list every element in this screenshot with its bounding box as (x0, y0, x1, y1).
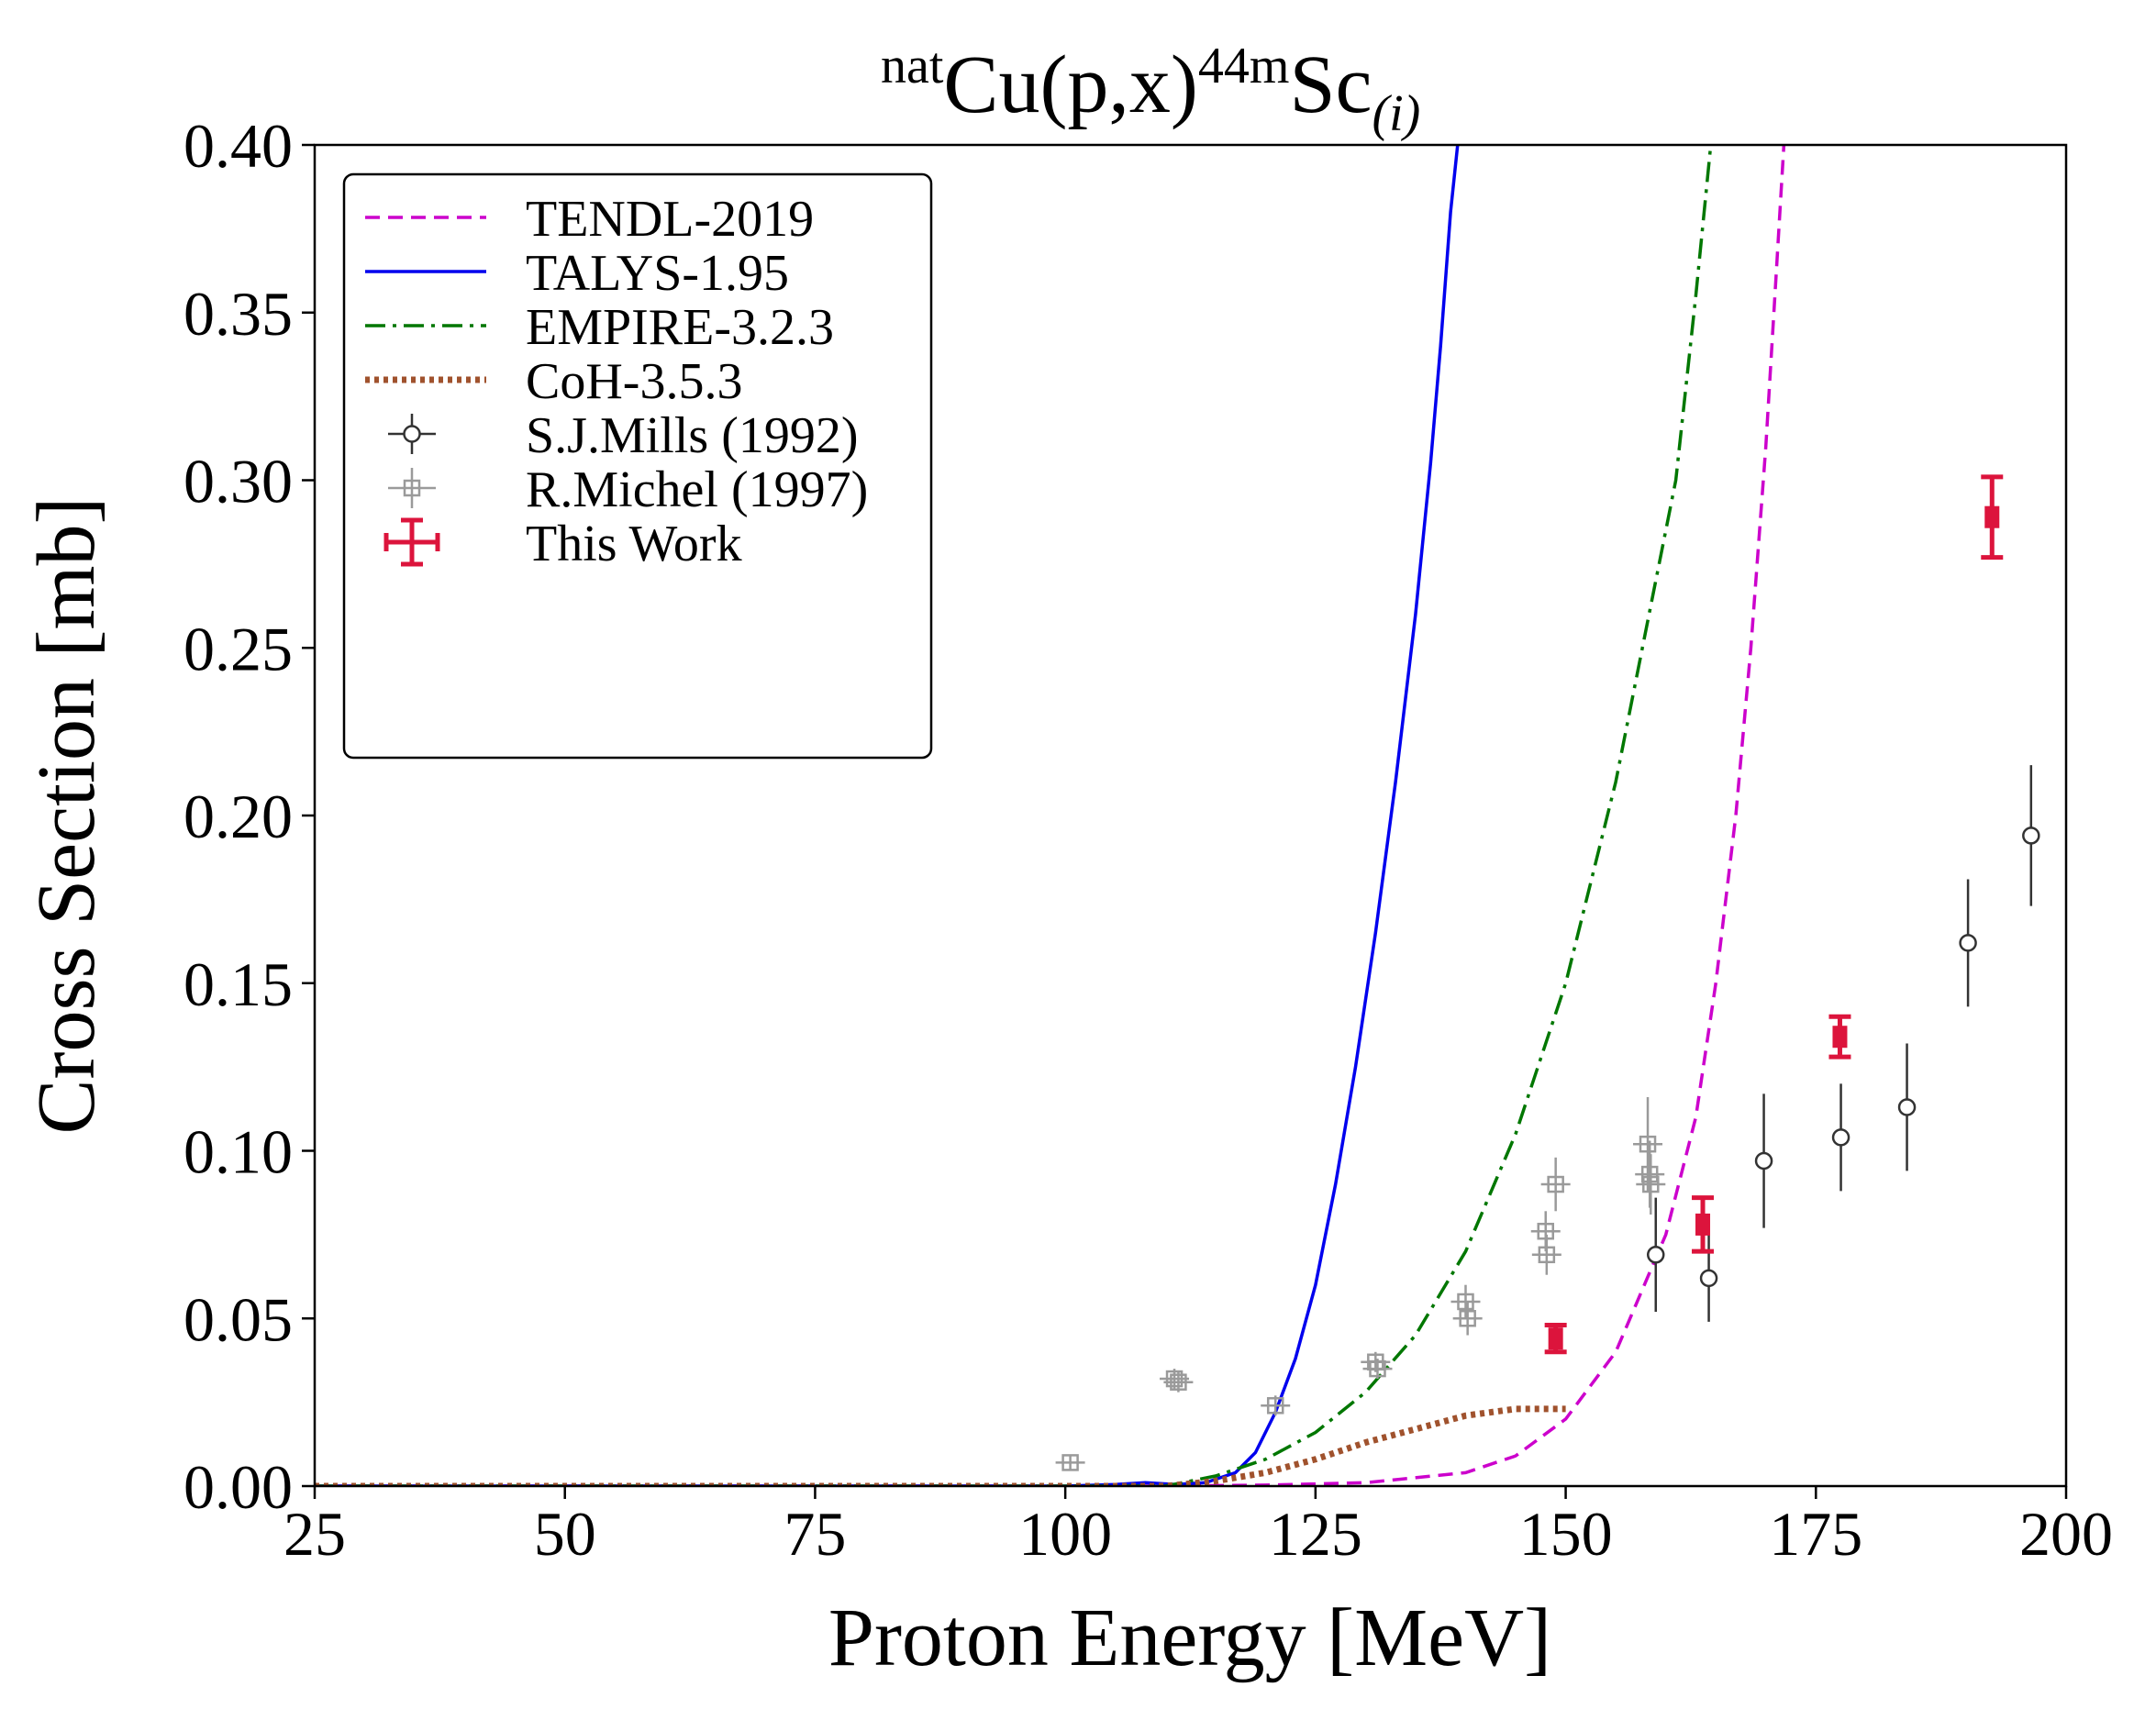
plot-content (315, 145, 2040, 1486)
data-point-r-michel-1997- (1636, 1154, 1666, 1215)
y-tick-label: 0.25 (183, 614, 293, 683)
legend-entry-tendl-2019: TENDL-2019 (365, 191, 814, 248)
marker-circle (1831, 1128, 1850, 1147)
legend-marker (403, 425, 421, 443)
y-axis-label: Cross Section [mb] (21, 497, 112, 1135)
marker-square (1639, 1135, 1657, 1153)
legend-entry-talys-1-95: TALYS-1.95 (365, 245, 789, 302)
legend-label: CoH-3.5.3 (526, 353, 742, 410)
data-point-this-work (1692, 1195, 1715, 1254)
y-tick-label: 0.40 (183, 111, 293, 181)
x-tick-label: 150 (1519, 1499, 1613, 1569)
marker-square (1061, 1454, 1079, 1471)
marker-square (1547, 1175, 1564, 1193)
marker-circle (2022, 827, 2040, 845)
legend-marker (403, 479, 421, 497)
y-tick-label: 0.10 (183, 1117, 293, 1187)
data-point-r-michel-1997- (1362, 1359, 1393, 1380)
x-tick-label: 200 (2019, 1499, 2113, 1569)
data-point-this-work (1981, 474, 2004, 560)
marker-square (1266, 1397, 1284, 1415)
x-axis-label: Proton Energy [MeV] (828, 1592, 1551, 1683)
legend-entry-r-michel-1997-: R.Michel (1997) (388, 461, 868, 518)
marker-square (1538, 1246, 1556, 1264)
chart-title: natCu(p,x)44mSc(i) (881, 38, 1420, 142)
data-point-s-j-mills-1992- (2022, 765, 2040, 906)
data-point-r-michel-1997- (1261, 1395, 1291, 1416)
data-point-s-j-mills-1992- (1646, 1197, 1665, 1312)
legend-entry-s-j-mills-1992-: S.J.Mills (1992) (388, 407, 859, 464)
y-tick-label: 0.20 (183, 782, 293, 851)
marker-circle (1897, 1098, 1917, 1116)
title-element: Sc (1289, 39, 1372, 130)
legend: TENDL-2019TALYS-1.95EMPIRE-3.2.3CoH-3.5.… (342, 172, 933, 760)
title-main: Cu(p,x) (943, 39, 1197, 130)
series-line-tendl-2019 (315, 145, 1786, 1486)
marker-square (1369, 1359, 1386, 1378)
legend-label: This Work (526, 516, 742, 572)
data-point-r-michel-1997- (1450, 1284, 1481, 1319)
legend-entry-coh-3-5-3: CoH-3.5.3 (365, 353, 742, 410)
series-line-coh-3-5-3 (315, 1405, 1566, 1486)
data-point-r-michel-1997- (1055, 1454, 1085, 1471)
x-tick-label: 25 (283, 1499, 346, 1569)
marker-circle (1699, 1269, 1718, 1288)
y-tick-label: 0.15 (183, 949, 293, 1019)
marker-square (1695, 1213, 1711, 1236)
data-point-r-michel-1997- (1531, 1234, 1561, 1275)
y-tick-label: 0.05 (183, 1284, 293, 1354)
data-point-r-michel-1997- (1163, 1371, 1194, 1393)
legend-label: S.J.Mills (1992) (526, 407, 859, 464)
data-point-r-michel-1997- (1452, 1301, 1483, 1336)
x-tick-label: 125 (1269, 1499, 1362, 1569)
x-axis: 25 50 75 100 125 150 175 200 (283, 1486, 2113, 1569)
marker-square (1165, 1370, 1184, 1388)
marker-circle (1754, 1151, 1773, 1171)
marker-circle (1646, 1246, 1665, 1264)
title-superscript: 44m (1198, 38, 1290, 94)
y-tick-label: 0.35 (183, 279, 293, 349)
data-point-r-michel-1997- (1540, 1157, 1571, 1212)
legend-label: TALYS-1.95 (526, 245, 789, 302)
data-point-s-j-mills-1992- (1831, 1083, 1850, 1192)
legend-label: EMPIRE-3.2.3 (526, 299, 834, 356)
title-pre-superscript: nat (881, 38, 944, 94)
data-point-s-j-mills-1992- (1897, 1043, 1917, 1171)
x-tick-label: 75 (783, 1499, 846, 1569)
x-tick-label: 175 (1769, 1499, 1862, 1569)
data-point-this-work (1828, 1014, 1851, 1060)
marker-square (1459, 1310, 1476, 1327)
marker-square (1984, 505, 2000, 528)
title-subscript: (i) (1372, 85, 1420, 142)
marker-square (1170, 1373, 1187, 1391)
marker-square (1457, 1293, 1474, 1311)
y-axis: 0.00 0.05 0.10 0.15 0.20 0.25 0.30 0.35 0.40 (183, 111, 315, 1522)
marker-circle (1959, 934, 1977, 952)
legend-entry-empire-3-2-3: EMPIRE-3.2.3 (365, 299, 834, 356)
legend-entry-this-work: This Work (383, 516, 742, 572)
data-point-r-michel-1997- (1160, 1369, 1190, 1390)
legend-label: TENDL-2019 (526, 191, 814, 248)
series-line-empire-3-2-3 (315, 145, 1713, 1486)
data-point-this-work (1544, 1323, 1567, 1355)
x-tick-label: 100 (1018, 1499, 1112, 1569)
legend-box (342, 172, 933, 760)
marker-square (1642, 1175, 1660, 1193)
y-tick-label: 0.00 (183, 1452, 293, 1522)
data-point-s-j-mills-1992- (1959, 879, 1977, 1007)
marker-square (1832, 1026, 1848, 1049)
x-tick-label: 50 (534, 1499, 596, 1569)
y-tick-label: 0.30 (183, 447, 293, 516)
data-point-s-j-mills-1992- (1754, 1093, 1773, 1228)
legend-label: R.Michel (1997) (526, 461, 868, 518)
marker-square (1548, 1327, 1563, 1350)
